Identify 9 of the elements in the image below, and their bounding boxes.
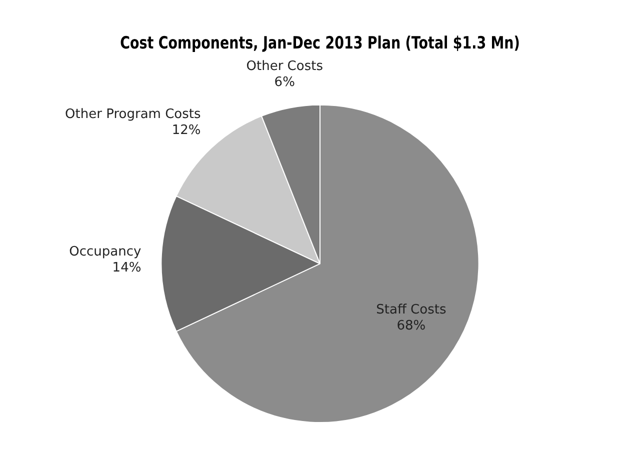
data-label: 6% <box>274 75 295 90</box>
slice-label: Staff Costs <box>376 302 446 318</box>
slice-label: Other Program Costs <box>65 107 201 122</box>
chart-title: Cost Components, Jan-Dec 2013 Plan (Total $1.3 Mn) <box>120 33 520 54</box>
slice-label: Other Costs <box>246 59 324 74</box>
data-label: 68% <box>396 318 426 334</box>
data-label: 14% <box>112 260 142 276</box>
data-label: 12% <box>172 123 201 138</box>
slice-label: Occupancy <box>69 244 142 260</box>
